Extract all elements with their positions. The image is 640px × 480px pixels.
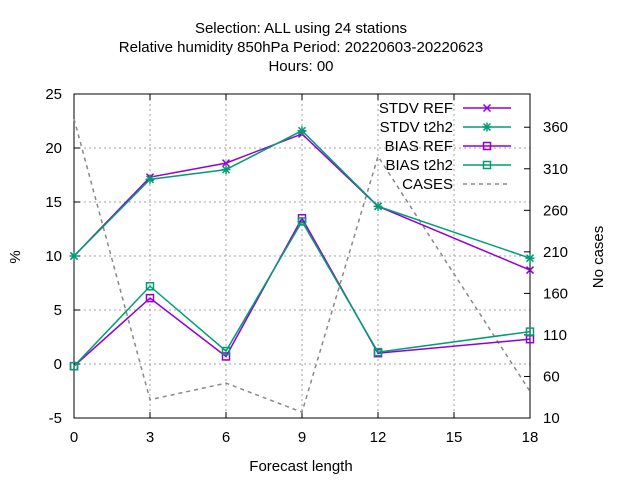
legend-marker: [482, 122, 492, 132]
series-line: [73, 219, 531, 367]
x-tick-label: 9: [298, 429, 306, 446]
x-axis-label: Forecast length: [249, 458, 352, 475]
data-point: [69, 361, 79, 371]
y2-tick-label: 160: [543, 285, 568, 302]
data-point: [525, 253, 535, 263]
legend-label: CASES: [402, 176, 453, 193]
y-tick-label: 10: [45, 248, 62, 265]
legend-entry-stdv-ref: STDV REF: [379, 100, 511, 117]
data-point: [221, 165, 231, 175]
y2-tick-label: 210: [543, 244, 568, 261]
data-point: [69, 251, 79, 261]
legend-entry-bias-t2h2: BIAS t2h2: [385, 157, 511, 174]
data-point: [525, 266, 535, 275]
legend: STDV REF STDV t2h2 BIAS REF BIAS t2h2 CASES: [379, 100, 511, 193]
x-tick-label: 6: [222, 429, 230, 446]
y-tick-label: 15: [45, 194, 62, 211]
series: [69, 118, 535, 414]
legend-marker: [482, 141, 492, 151]
legend-label: BIAS t2h2: [385, 157, 453, 174]
data-point: [145, 281, 155, 291]
y-axis-label: %: [7, 250, 24, 263]
series-bias-ref: [69, 213, 535, 371]
x-tick-label: 0: [70, 429, 78, 446]
legend-marker: [482, 103, 492, 113]
data-point: [221, 346, 231, 356]
y-tick-label: 20: [45, 140, 62, 157]
data-point: [297, 217, 307, 226]
y2-tick-label: 310: [543, 161, 568, 178]
y-tick-label: 0: [54, 356, 62, 373]
y2-tick-label: 10: [543, 410, 560, 427]
y-tick-label: -5: [49, 410, 62, 427]
data-point: [145, 293, 155, 303]
data-point: [525, 327, 535, 336]
legend-marker: [482, 160, 492, 170]
data-point: [221, 352, 231, 361]
data-point: [221, 159, 231, 168]
legend-label: STDV t2h2: [380, 119, 453, 136]
series-line: [73, 133, 531, 271]
series-cases: [73, 118, 531, 414]
title-line-1: Selection: ALL using 24 stations: [195, 20, 407, 37]
data-point: [297, 126, 307, 136]
data-point: [373, 347, 383, 357]
legend-label: BIAS REF: [385, 138, 453, 155]
series-line: [73, 118, 531, 414]
x-tick-label: 3: [146, 429, 154, 446]
y-tick-label: 5: [54, 302, 62, 319]
legend-entry-bias-ref: BIAS REF: [385, 138, 511, 155]
title-line-3: Hours: 00: [268, 58, 333, 75]
y2-tick-label: 260: [543, 202, 568, 219]
y2-tick-label: 60: [543, 368, 560, 385]
grid: [74, 94, 530, 418]
series-bias-t2h2: [69, 217, 535, 371]
data-point: [145, 174, 155, 184]
y2-axis-label: No cases: [590, 226, 607, 289]
series-stdv-t2h2: [69, 126, 535, 263]
legend-label: STDV REF: [379, 100, 453, 117]
data-point: [373, 201, 383, 211]
y-tick-label: 25: [45, 86, 62, 103]
x-tick-label: 18: [522, 429, 539, 446]
y2-tick-label: 360: [543, 119, 568, 136]
y2-tick-label: 110: [543, 327, 567, 344]
legend-entry-stdv-t2h2: STDV t2h2: [380, 119, 511, 136]
series-line: [73, 129, 531, 259]
title-line-2: Relative humidity 850hPa Period: 2022060…: [119, 39, 483, 56]
axis-ticks: 0 3 6 9 12 15 18 -5 0 5 10 15 20 25 10 60 110 160 210 260 31…: [45, 86, 568, 446]
x-tick-label: 15: [446, 429, 463, 446]
x-tick-label: 12: [370, 429, 387, 446]
legend-entry-cases: CASES: [402, 176, 511, 193]
